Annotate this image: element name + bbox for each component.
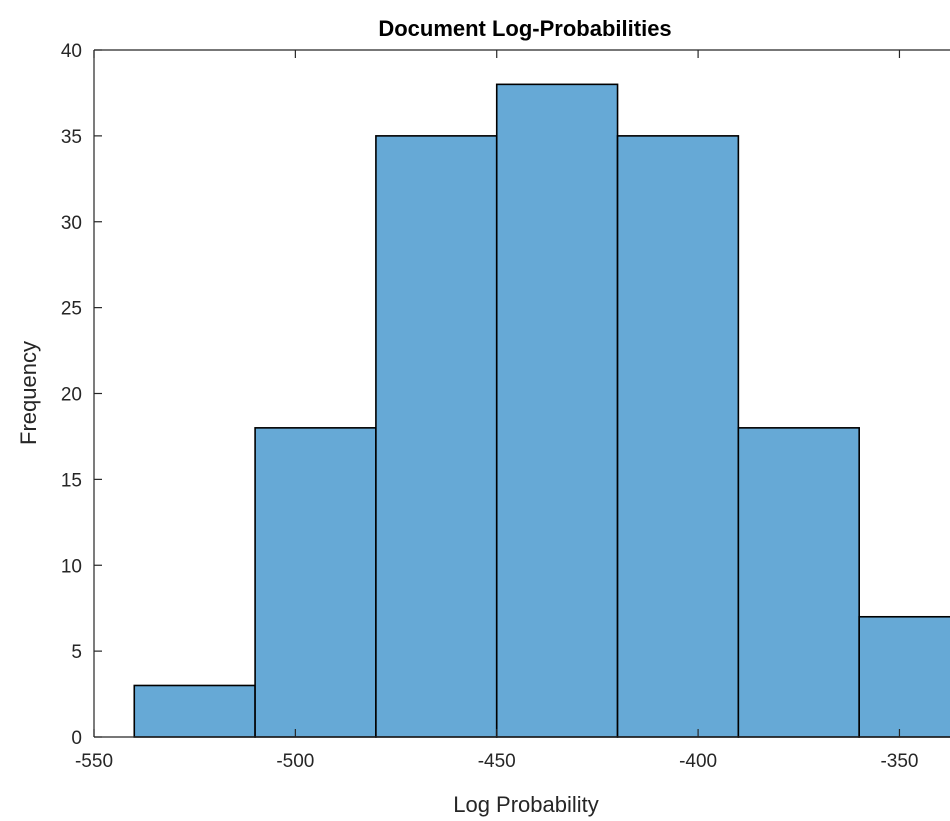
y-axis-label: Frequency [16,341,41,445]
x-tick-label: -400 [679,751,717,772]
y-tick-label: 40 [61,41,82,62]
y-tick-label: 10 [61,556,82,577]
y-tick-label: 5 [71,642,82,663]
y-tick-label: 20 [61,385,82,406]
y-tick-label: 25 [61,299,82,320]
x-tick-label: -500 [276,751,314,772]
y-tick-label: 15 [61,470,82,491]
histogram-bar [737,427,860,738]
chart-title: Document Log-Probabilities [378,16,671,41]
histogram-bar [858,615,950,738]
x-tick-label: -350 [880,751,918,772]
y-tick-label: 35 [61,127,82,148]
y-tick-label: 0 [71,728,82,749]
y-tick-label: 30 [61,213,82,234]
histogram-bar [616,135,740,738]
x-axis-label: Log Probability [453,792,599,817]
histogram-bar [133,684,256,738]
histogram-bar [495,83,619,738]
histogram-bar [254,427,377,738]
bars-group [133,83,950,738]
histogram-bar [375,135,498,738]
x-tick-label: -450 [478,751,516,772]
axes-group: -550 -500 -450 -400 -350 0 5 10 15 20 25 30 35 40 [61,41,950,772]
x-tick-label: -550 [75,751,113,772]
